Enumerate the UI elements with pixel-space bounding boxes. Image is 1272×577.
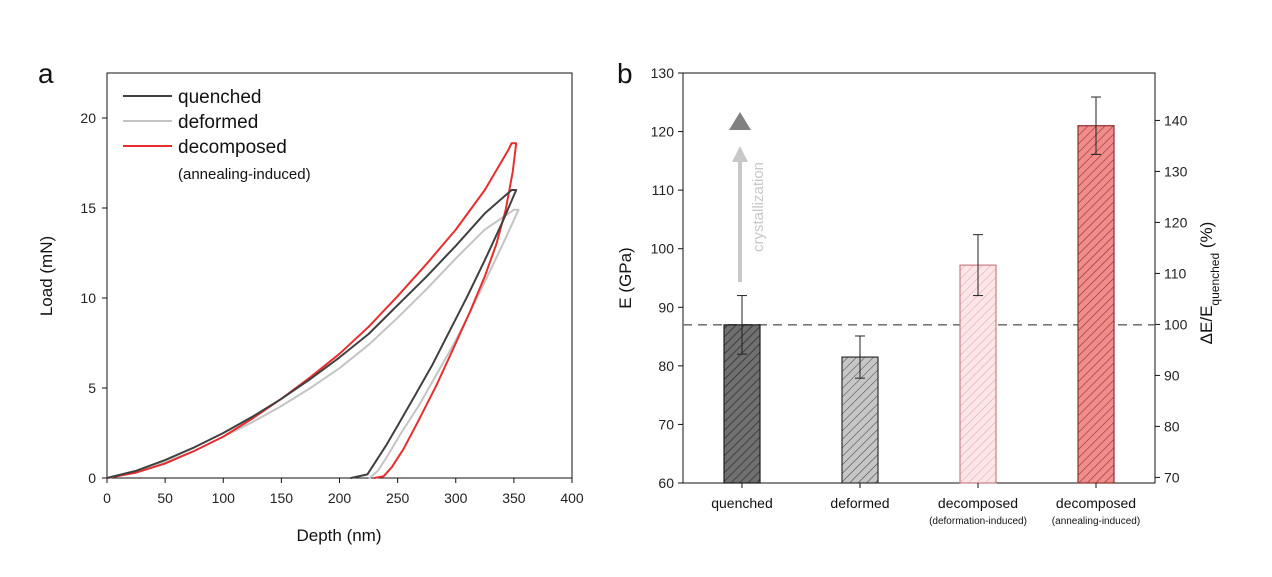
category-label: quenched — [711, 495, 773, 511]
category-label: deformed — [830, 495, 889, 511]
panel-b-y-ticks: 60 70 80 90 100 110 120 130 — [651, 65, 683, 491]
panel-a-x-ticks: 0 50 100 150 200 250 300 350 400 — [103, 478, 584, 506]
y-tick-label: 120 — [651, 124, 675, 140]
y2-tick-label: 140 — [1164, 112, 1188, 128]
panel-b-y2-ticks: 70 80 90 100 110 120 130 140 — [1155, 112, 1188, 485]
curve-deformed — [106, 208, 520, 479]
y-tick-label: 5 — [88, 380, 96, 396]
y-tick-label: 100 — [651, 241, 675, 257]
y-tick-label: 0 — [88, 470, 96, 486]
panel-b-frame — [682, 72, 1156, 484]
curve-quenched — [106, 189, 518, 479]
category-subtitle: (annealing-induced) — [1052, 516, 1140, 527]
triangle-icon — [729, 112, 751, 130]
panel-b: 60 70 80 90 100 110 120 130 70 80 90 100 110 120 130 1… — [616, 65, 1222, 527]
x-tick-label: 50 — [157, 490, 173, 506]
y2-tick-label: 80 — [1164, 418, 1180, 434]
x-tick-label: 250 — [386, 490, 410, 506]
y2-tick-label: 100 — [1164, 316, 1188, 332]
y-tick-label: 70 — [658, 416, 674, 432]
y2-tick-label: 130 — [1164, 163, 1188, 179]
y2-tick-label: 120 — [1164, 214, 1188, 230]
legend-label-quenched: quenched — [178, 87, 261, 108]
x-tick-label: 150 — [270, 490, 294, 506]
y-tick-label: 10 — [80, 290, 96, 306]
panel-label-a: a — [38, 58, 54, 89]
panel-b-y-label: E (GPa) — [616, 247, 635, 308]
legend-subtitle-annealing: (annealing-induced) — [178, 166, 311, 183]
y-tick-label: 20 — [80, 110, 96, 126]
x-tick-label: 100 — [212, 490, 236, 506]
y2-label-suffix: (%) — [1197, 222, 1216, 253]
x-tick-label: 400 — [560, 490, 584, 506]
y-tick-label: 110 — [652, 182, 675, 198]
category-label: decomposed — [938, 495, 1018, 511]
bar-4 — [1077, 125, 1115, 484]
x-tick-label: 300 — [444, 490, 468, 506]
panel-b-category-labels: quenched deformed decomposed (deformation-i… — [711, 483, 1140, 527]
panel-a-y-ticks: 0 5 10 15 20 — [80, 110, 107, 486]
panel-a-y-label: Load (mN) — [37, 236, 56, 316]
panel-a-x-label: Depth (nm) — [296, 526, 381, 545]
panel-b-y2-label: ΔE/Equenched (%) — [1197, 222, 1222, 345]
panel-label-b: b — [617, 58, 633, 89]
panel-a-frame — [106, 72, 573, 479]
legend-label-deformed: deformed — [178, 112, 258, 133]
y2-tick-label: 70 — [1164, 469, 1180, 485]
panel-a-legend: quenched deformed decomposed (annealing-… — [123, 87, 311, 183]
panel-b-bars — [723, 96, 1115, 484]
category-label: decomposed — [1056, 495, 1136, 511]
panel-a-curves — [106, 142, 520, 479]
y2-tick-label: 110 — [1164, 265, 1187, 281]
panel-a: 0 50 100 150 200 250 300 350 400 0 5 10 15 20 Depth … — [37, 72, 584, 545]
legend-label-decomposed: decomposed — [178, 137, 287, 158]
y2-tick-label: 90 — [1164, 367, 1180, 383]
y-tick-label: 60 — [658, 475, 674, 491]
bar-3 — [959, 264, 997, 484]
x-tick-label: 200 — [328, 490, 352, 506]
y-tick-label: 15 — [80, 200, 96, 216]
y2-label-sub: quenched — [1208, 253, 1222, 306]
curve-decomposed — [106, 142, 518, 479]
x-tick-label: 350 — [502, 490, 526, 506]
y-tick-label: 90 — [658, 299, 674, 315]
y-tick-label: 80 — [658, 358, 674, 374]
category-subtitle: (deformation-induced) — [929, 516, 1027, 527]
crystallization-annotation: crystallization — [729, 112, 767, 282]
y2-label-main: ΔE/E — [1197, 306, 1216, 345]
crystallization-label: crystallization — [750, 162, 767, 252]
y-tick-label: 130 — [651, 65, 675, 81]
arrow-up-icon — [732, 146, 748, 162]
x-tick-label: 0 — [103, 490, 111, 506]
